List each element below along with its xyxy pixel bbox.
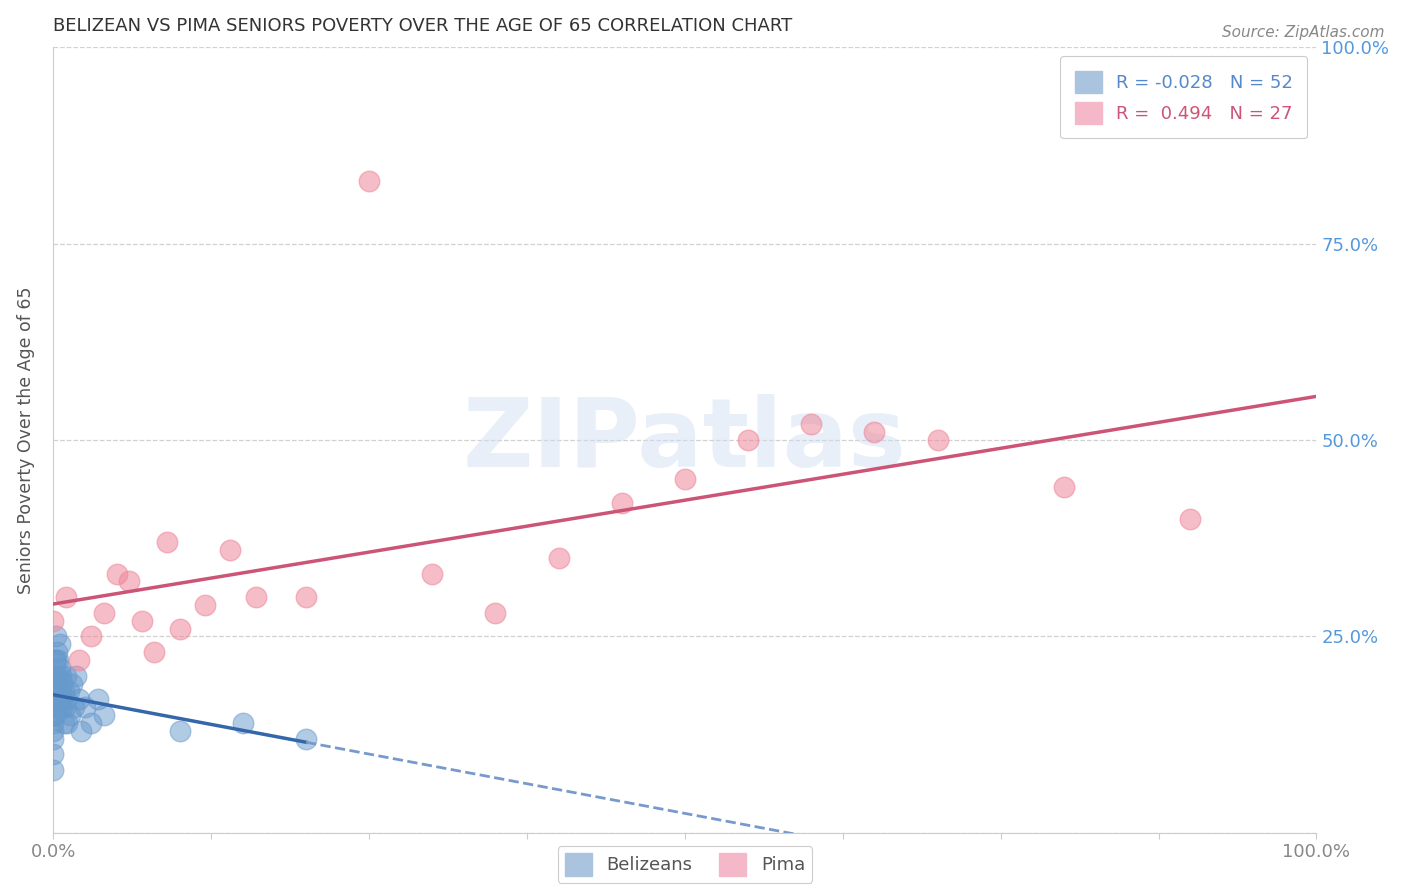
Point <box>45 630 67 644</box>
Point <box>44 653 66 667</box>
Point <box>737 433 759 447</box>
Point <box>80 715 103 730</box>
Point <box>44 669 66 683</box>
Point <box>65 669 87 683</box>
Point <box>67 653 90 667</box>
Point <box>48 684 70 698</box>
Point <box>42 731 65 746</box>
Point <box>42 747 65 762</box>
Point <box>42 700 65 714</box>
Point <box>295 731 318 746</box>
Point <box>48 692 70 706</box>
Point <box>927 433 949 447</box>
Point <box>131 614 153 628</box>
Point <box>52 715 75 730</box>
Point <box>359 174 381 188</box>
Point <box>118 574 141 589</box>
Point <box>45 692 67 706</box>
Point <box>42 715 65 730</box>
Point <box>800 417 823 432</box>
Point <box>45 653 67 667</box>
Point <box>62 700 84 714</box>
Point <box>169 622 191 636</box>
Point <box>46 645 69 659</box>
Point <box>245 590 267 604</box>
Point <box>55 669 77 683</box>
Point <box>67 692 90 706</box>
Point <box>44 692 66 706</box>
Point <box>156 535 179 549</box>
Point <box>194 598 217 612</box>
Point <box>56 715 79 730</box>
Point <box>42 684 65 698</box>
Point <box>49 692 72 706</box>
Text: Source: ZipAtlas.com: Source: ZipAtlas.com <box>1222 25 1385 40</box>
Point <box>42 723 65 738</box>
Y-axis label: Seniors Poverty Over the Age of 65: Seniors Poverty Over the Age of 65 <box>17 286 35 594</box>
Point <box>49 669 72 683</box>
Point <box>55 692 77 706</box>
Point <box>42 692 65 706</box>
Point <box>610 496 633 510</box>
Point <box>58 684 80 698</box>
Point <box>59 708 82 723</box>
Legend: Belizeans, Pima: Belizeans, Pima <box>558 847 813 883</box>
Point <box>52 684 75 698</box>
Point <box>673 472 696 486</box>
Point <box>420 566 443 581</box>
Point <box>86 692 108 706</box>
Point <box>93 606 115 620</box>
Point <box>143 645 166 659</box>
Point <box>169 723 191 738</box>
Point <box>232 715 254 730</box>
Point <box>45 669 67 683</box>
Point <box>48 653 70 667</box>
Point <box>46 669 69 683</box>
Point <box>55 590 77 604</box>
Point <box>484 606 506 620</box>
Point <box>44 708 66 723</box>
Text: ZIPatlas: ZIPatlas <box>463 393 907 487</box>
Point <box>44 684 66 698</box>
Point <box>60 676 83 690</box>
Point <box>51 700 73 714</box>
Point <box>219 543 242 558</box>
Point <box>73 700 96 714</box>
Text: BELIZEAN VS PIMA SENIORS POVERTY OVER THE AGE OF 65 CORRELATION CHART: BELIZEAN VS PIMA SENIORS POVERTY OVER TH… <box>53 17 793 35</box>
Point <box>48 676 70 690</box>
Point <box>51 676 73 690</box>
Point <box>295 590 318 604</box>
Point <box>93 708 115 723</box>
Point <box>70 723 93 738</box>
Point <box>46 700 69 714</box>
Point <box>547 550 569 565</box>
Point <box>48 661 70 675</box>
Point <box>1053 480 1076 494</box>
Point <box>42 669 65 683</box>
Point <box>53 700 76 714</box>
Point <box>1178 511 1201 525</box>
Point <box>105 566 128 581</box>
Point <box>48 637 70 651</box>
Point <box>80 630 103 644</box>
Point <box>42 708 65 723</box>
Point <box>42 763 65 777</box>
Point <box>42 614 65 628</box>
Point <box>863 425 886 440</box>
